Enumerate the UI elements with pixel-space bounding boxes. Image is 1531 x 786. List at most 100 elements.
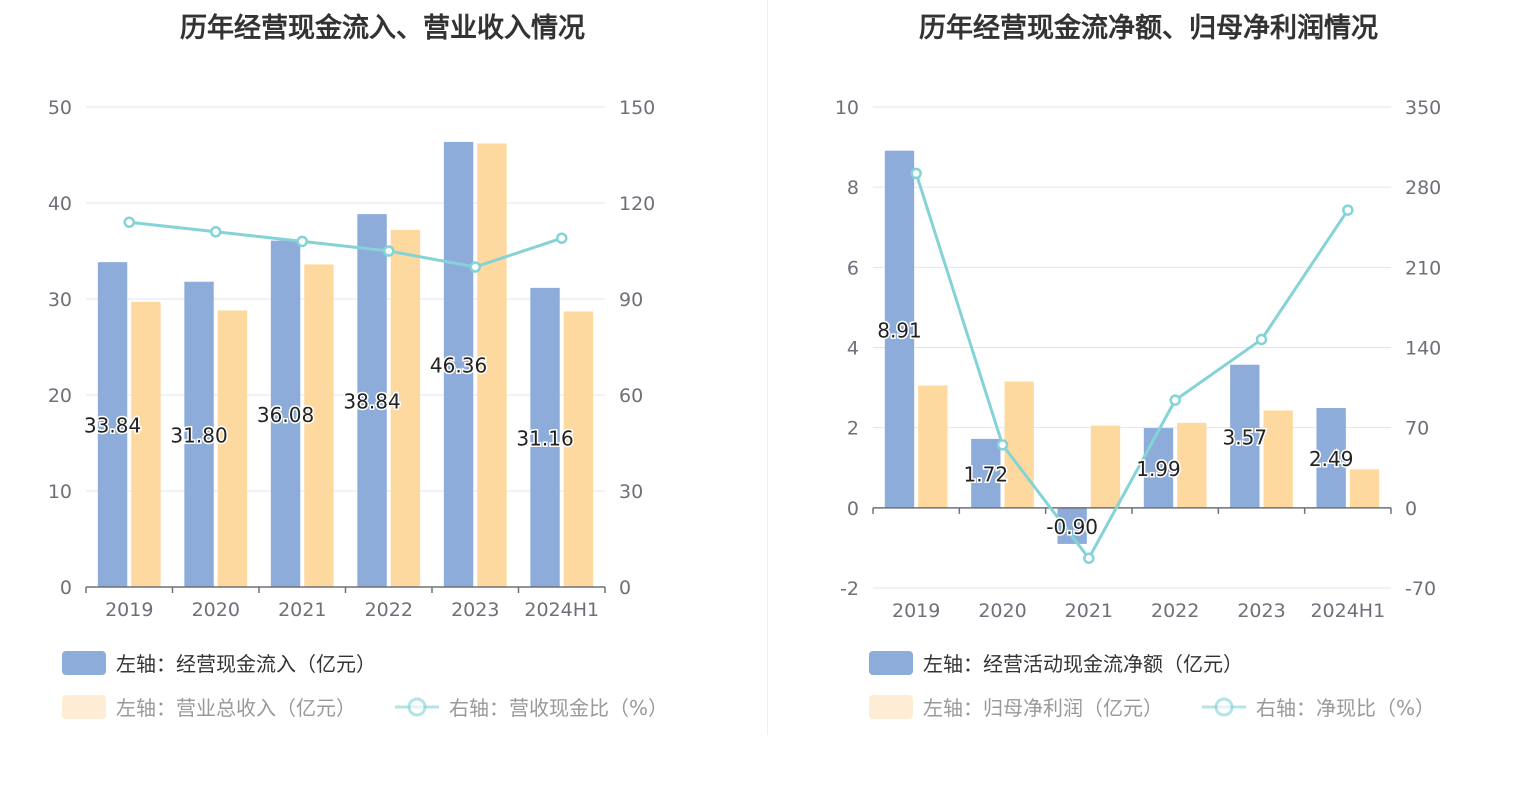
panel-divider (767, 0, 768, 735)
y-left-tick-label: 6 (847, 257, 859, 279)
legend-label: 左轴：营业总收入（亿元） (116, 696, 356, 720)
line-point (1083, 552, 1095, 564)
right-chart-panel: 历年经营现金流净额、归母净利润情况 -2 0 2 4 6 8 10 -70 0 70 140 210 2… (766, 0, 1531, 786)
bar-series1 (530, 287, 560, 587)
legend-swatch-bar-blue (62, 650, 106, 675)
x-tick-label: 2019 (892, 600, 940, 622)
y-right-tick-label: 280 (1405, 177, 1441, 199)
legend-swatch-bar-blue (869, 650, 913, 675)
x-tick-label: 2021 (278, 599, 326, 621)
bar-series2 (1349, 469, 1380, 508)
legend-label: 左轴：经营活动现金流净额（亿元） (923, 652, 1243, 676)
bar-series2 (304, 264, 334, 587)
bar-series2 (1177, 422, 1207, 508)
data-label: 36.08 (257, 403, 314, 427)
bar-series1 (1316, 408, 1346, 508)
y-right-tick-label: 70 (1405, 418, 1429, 440)
bar-series1 (1230, 364, 1260, 508)
bar-series2 (390, 229, 421, 587)
bar-series2 (1090, 425, 1121, 508)
data-label: -0.90 (1046, 515, 1098, 539)
bar-series2 (918, 385, 948, 508)
x-tick-label: 2023 (1237, 600, 1285, 622)
data-label: 3.57 (1223, 425, 1268, 449)
x-tick-label: 2024H1 (524, 599, 599, 621)
bar-series2 (477, 143, 507, 588)
line-point (1169, 394, 1181, 406)
right-chart-svg: -2 0 2 4 6 8 10 -70 0 70 140 210 280 350 2019 2020 2021 2… (835, 97, 1441, 622)
data-label: 33.84 (84, 414, 141, 438)
y-right-tick-label: 0 (1405, 498, 1417, 520)
legend-item-net-cash-flow[interactable]: 左轴：经营活动现金流净额（亿元） (869, 648, 1243, 677)
bar-series1 (184, 281, 214, 587)
y-left-tick-label: 0 (847, 498, 859, 520)
y-left-tick-label: 0 (60, 577, 72, 599)
bar-series2 (217, 310, 248, 587)
data-label: 1.72 (964, 462, 1009, 486)
x-tick-label: 2021 (1065, 600, 1113, 622)
legend-item-ratio[interactable]: 右轴：营收现金比（%） (395, 692, 668, 721)
y-left-tick-label: 2 (847, 418, 859, 440)
y-right-tick-label: -70 (1405, 578, 1436, 600)
line-point (996, 439, 1009, 451)
bar-series2 (131, 301, 161, 587)
bar-series1 (884, 150, 915, 508)
x-tick-label: 2022 (365, 599, 413, 621)
line-series (914, 172, 1350, 561)
y-left-tick-label: 10 (48, 481, 72, 503)
data-label: 38.84 (343, 390, 400, 414)
y-right-tick-label: 90 (619, 289, 643, 311)
line-point (210, 226, 222, 238)
line-point (469, 261, 481, 273)
chart-title: 历年经营现金流入、营业收入情况 (180, 13, 585, 44)
bar-series1 (270, 240, 301, 587)
y-left-tick-label: 20 (48, 385, 72, 407)
bar-series1 (443, 141, 474, 587)
legend-swatch-bar-orange (62, 694, 106, 719)
left-chart-svg: 0 10 20 30 40 50 0 30 60 90 120 150 2019 2020 2021 2022… (48, 97, 655, 621)
legend-label: 左轴：归母净利润（亿元） (923, 696, 1163, 720)
y-right-tick-label: 60 (619, 385, 643, 407)
bar-series2 (1004, 381, 1034, 508)
data-label: 46.36 (430, 353, 487, 377)
y-left-tick-label: 50 (48, 97, 72, 119)
legend-item-net-profit[interactable]: 左轴：归母净利润（亿元） (869, 692, 1163, 721)
y-left-tick-label: 4 (847, 338, 859, 360)
x-tick-label: 2024H1 (1310, 600, 1385, 622)
data-label: 31.16 (516, 426, 573, 450)
line-point (1255, 333, 1268, 346)
legend-line-circle-icon (395, 697, 439, 716)
legend-item-cash-inflow[interactable]: 左轴：经营现金流入（亿元） (62, 648, 376, 677)
x-tick-label: 2020 (192, 599, 240, 621)
y-right-tick-label: 210 (1405, 257, 1441, 279)
line-point (123, 216, 135, 228)
line-point (296, 235, 308, 248)
legend-label: 右轴：营收现金比（%） (449, 696, 669, 720)
x-tick-label: 2019 (105, 599, 153, 621)
chart-title: 历年经营现金流净额、归母净利润情况 (919, 13, 1378, 44)
bar-series1 (1143, 428, 1174, 508)
x-tick-label: 2023 (451, 599, 499, 621)
y-right-tick-label: 0 (619, 577, 631, 599)
line-point (1342, 204, 1354, 216)
y-right-tick-label: 30 (619, 481, 643, 503)
left-chart-panel: 历年经营现金流入、营业收入情况 0 10 20 30 40 50 0 30 60 90 120 150… (0, 0, 765, 786)
legend-label: 右轴：净现比（%） (1256, 696, 1436, 720)
line-point (383, 245, 395, 257)
y-right-tick-label: 150 (619, 97, 655, 119)
line-point (910, 167, 922, 180)
y-right-tick-label: 350 (1405, 97, 1441, 119)
bar-series1 (971, 438, 1001, 508)
legend-label: 左轴：经营现金流入（亿元） (116, 652, 376, 676)
line-series (129, 220, 563, 269)
bar-series1 (97, 262, 128, 587)
bar-series2 (1263, 410, 1293, 508)
data-label: 31.80 (170, 423, 227, 447)
y-left-tick-label: 8 (847, 177, 859, 199)
bar-series1 (357, 214, 387, 588)
y-left-tick-label: 10 (835, 97, 859, 119)
legend-item-net-cash-ratio[interactable]: 右轴：净现比（%） (1202, 692, 1435, 721)
y-left-tick-label: 40 (48, 193, 72, 215)
legend-item-revenue[interactable]: 左轴：营业总收入（亿元） (62, 692, 356, 721)
legend-swatch-bar-orange (869, 694, 913, 719)
